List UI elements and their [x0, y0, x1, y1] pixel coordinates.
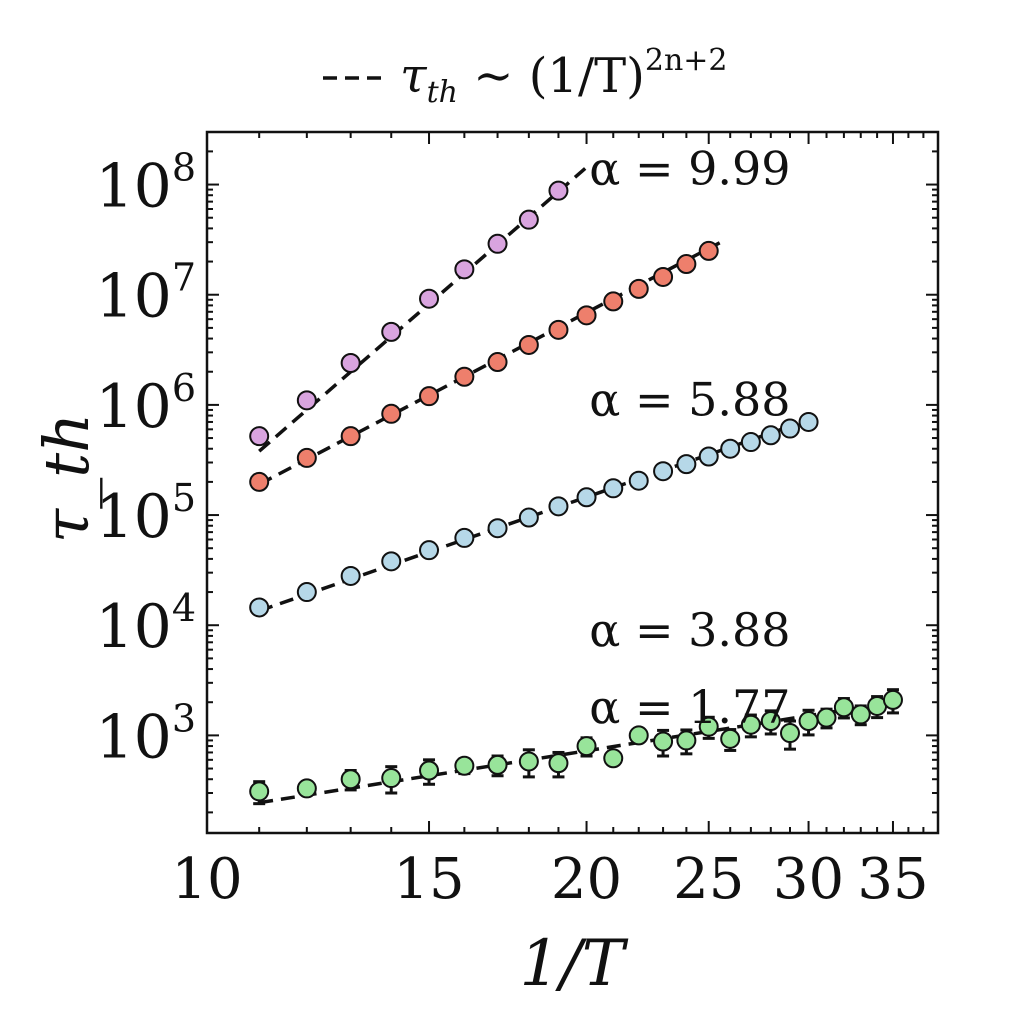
data-point: [419, 760, 440, 781]
data-point: [628, 278, 649, 299]
fit-line: [258, 699, 902, 805]
data-point: [419, 288, 440, 309]
data-point: [548, 753, 569, 774]
y-axis-label: τ_th: [30, 413, 103, 543]
data-point: [698, 446, 719, 467]
x-tick-label: 20: [551, 847, 622, 912]
data-point: [296, 582, 317, 603]
data-point: [603, 478, 624, 499]
data-point: [698, 240, 719, 261]
data-point: [720, 728, 741, 749]
data-point: [454, 366, 475, 387]
y-tick-label: 105: [95, 476, 196, 552]
x-tick-label: 15: [393, 847, 464, 912]
data-point: [798, 411, 819, 432]
data-point: [518, 507, 539, 528]
data-point: [381, 551, 402, 572]
y-tick-label: 103: [95, 696, 196, 772]
data-point: [249, 426, 270, 447]
data-point: [487, 352, 508, 373]
series-1: [249, 239, 725, 492]
data-point: [779, 723, 800, 744]
data-point: [381, 768, 402, 789]
data-point: [518, 751, 539, 772]
data-point: [676, 730, 697, 751]
data-point: [698, 716, 719, 737]
data-point: [628, 725, 649, 746]
data-point: [340, 565, 361, 586]
data-point: [296, 778, 317, 799]
series-annotation: α = 1.77: [589, 680, 790, 734]
x-tick-label: 25: [673, 847, 744, 912]
series-3: [249, 688, 903, 806]
y-tick-label: 104: [95, 586, 196, 662]
data-point: [249, 781, 270, 802]
y-tick-label: 106: [95, 366, 196, 442]
y-tick-label: 107: [95, 256, 196, 332]
data-point: [833, 697, 854, 718]
data-point: [740, 714, 761, 735]
data-point: [296, 447, 317, 468]
data-point: [548, 496, 569, 517]
data-point: [653, 731, 674, 752]
series-2: [249, 411, 819, 618]
data-point: [419, 540, 440, 561]
data-point: [653, 461, 674, 482]
data-point: [454, 755, 475, 776]
data-point: [779, 418, 800, 439]
data-point: [487, 233, 508, 254]
legend: τth ∼ (1/T)2n+2: [323, 43, 728, 110]
data-point: [487, 518, 508, 539]
data-point: [381, 321, 402, 342]
data-point: [548, 319, 569, 340]
data-point: [419, 386, 440, 407]
data-point: [676, 254, 697, 275]
x-tick-label: 30: [773, 847, 844, 912]
data-point: [340, 769, 361, 790]
data-point: [676, 454, 697, 475]
data-point: [340, 426, 361, 447]
data-point: [720, 438, 741, 459]
data-point: [603, 748, 624, 769]
series-annotation: α = 5.88: [589, 373, 790, 427]
series-annotation: α = 9.99: [589, 142, 790, 196]
data-point: [653, 266, 674, 287]
data-point: [798, 711, 819, 732]
data-point: [454, 259, 475, 280]
data-point: [548, 180, 569, 201]
legend-label: τth ∼ (1/T)2n+2: [400, 43, 728, 110]
series-0: [249, 167, 587, 453]
data-point: [576, 487, 597, 508]
data-point: [454, 527, 475, 548]
data-point: [340, 353, 361, 374]
data-point: [882, 689, 903, 710]
data-point: [296, 390, 317, 411]
x-axis-label: 1/T: [520, 927, 629, 1001]
data-point: [760, 711, 781, 732]
data-point: [487, 754, 508, 775]
data-point: [816, 707, 837, 728]
data-point: [760, 425, 781, 446]
data-point: [740, 432, 761, 453]
data-point: [518, 334, 539, 355]
data-point: [628, 470, 649, 491]
data-point: [576, 305, 597, 326]
data-point: [249, 471, 270, 492]
data-point: [381, 403, 402, 424]
x-tick-label: 10: [171, 847, 242, 912]
y-tick-label: 108: [95, 146, 196, 222]
data-point: [603, 291, 624, 312]
series-annotation: α = 3.88: [589, 603, 790, 657]
data-point: [850, 704, 871, 725]
x-tick-label: 35: [857, 847, 928, 912]
data-point: [518, 209, 539, 230]
data-point: [249, 597, 270, 618]
data-point: [576, 736, 597, 757]
